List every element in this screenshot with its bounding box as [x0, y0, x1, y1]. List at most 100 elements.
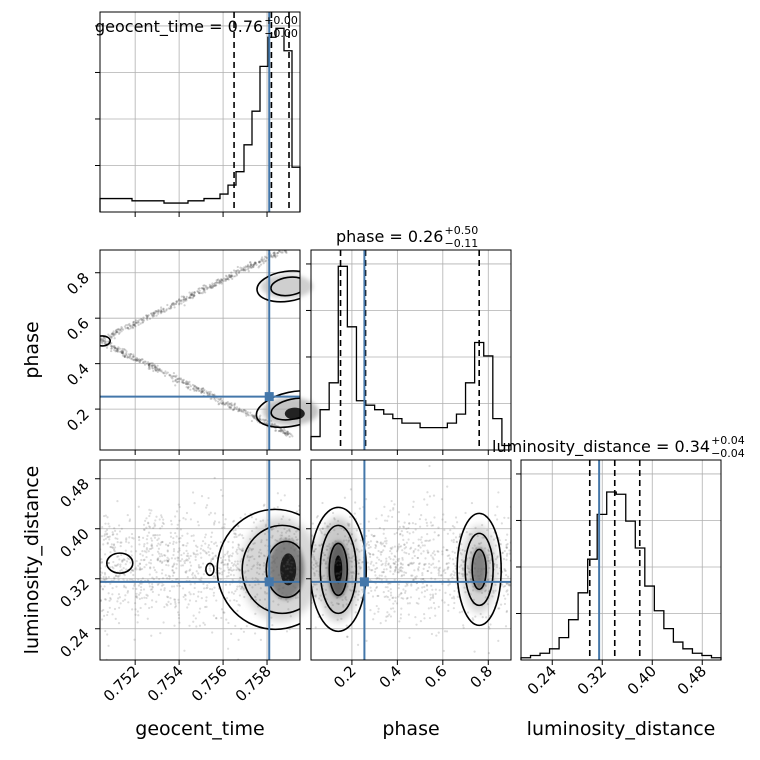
sample-point	[458, 533, 462, 536]
sample-point	[138, 358, 141, 361]
sample-point	[277, 596, 281, 600]
sample-point	[264, 592, 267, 595]
sample-point	[466, 611, 470, 614]
y-axis-label-phase: phase	[21, 321, 43, 378]
sample-point	[218, 280, 221, 283]
sample-point	[502, 594, 505, 597]
sample-point	[504, 569, 507, 572]
sample-point	[201, 287, 204, 290]
sample-point	[214, 571, 217, 574]
sample-point	[217, 281, 221, 284]
sample-point	[313, 558, 316, 561]
sample-point	[314, 547, 318, 551]
contour-ring	[328, 542, 349, 597]
sample-point	[421, 577, 425, 581]
sample-point	[234, 560, 237, 563]
sample-point	[129, 353, 132, 356]
sample-point	[279, 250, 282, 253]
sample-point	[292, 245, 294, 247]
x-tick-label-geocent_time: 0.758	[232, 662, 275, 705]
sample-point	[358, 550, 361, 553]
sample-point	[151, 364, 154, 367]
sample-point	[143, 543, 146, 546]
sample-point	[345, 603, 348, 606]
sample-point	[140, 558, 143, 562]
sample-point	[139, 568, 142, 571]
sample-point	[126, 591, 129, 594]
sample-point	[244, 576, 247, 579]
sample-point	[252, 564, 256, 567]
sample-point	[138, 543, 141, 546]
sample-point	[174, 303, 177, 306]
sample-point	[228, 599, 232, 602]
sample-point	[208, 564, 211, 567]
sample-point	[200, 391, 203, 394]
sample-point	[451, 558, 455, 561]
sample-point	[279, 538, 282, 541]
sample-point	[205, 605, 208, 608]
sample-point	[208, 553, 211, 557]
sample-point	[204, 286, 207, 289]
sample-point	[243, 587, 246, 590]
sample-point	[149, 588, 153, 591]
sample-point	[319, 544, 322, 547]
sample-point	[382, 568, 386, 571]
sample-point	[446, 554, 449, 557]
sample-point	[138, 597, 141, 600]
sample-point	[262, 564, 265, 567]
sample-point	[283, 250, 286, 253]
sample-point	[185, 299, 188, 302]
sample-point	[505, 573, 508, 577]
sample-point	[396, 571, 399, 574]
sample-point	[158, 367, 161, 370]
sample-point	[239, 266, 242, 269]
sample-point	[262, 260, 265, 263]
sample-point	[457, 572, 460, 575]
sample-point	[113, 607, 117, 611]
sample-point	[151, 315, 155, 318]
sample-point	[228, 559, 231, 563]
sample-point	[228, 583, 232, 586]
sample-point	[422, 577, 425, 581]
sample-point	[102, 608, 105, 612]
sample-point	[279, 597, 283, 600]
sample-point	[155, 571, 158, 574]
sample-point	[152, 566, 155, 569]
histogram-phase	[310, 265, 512, 450]
sample-point	[430, 524, 433, 527]
sample-point	[177, 299, 180, 302]
sample-point	[473, 566, 476, 570]
sample-point	[147, 550, 150, 553]
sample-point	[315, 562, 318, 566]
sample-point	[156, 368, 159, 371]
sample-point	[447, 566, 450, 569]
sample-point	[127, 541, 130, 544]
sample-point	[126, 356, 129, 359]
sample-point	[426, 532, 429, 536]
sample-point	[209, 547, 212, 550]
sample-point	[178, 298, 181, 301]
sample-point	[141, 319, 144, 322]
sample-point	[250, 419, 253, 423]
sample-point	[431, 556, 434, 559]
sample-point	[157, 557, 160, 560]
sample-point	[163, 605, 166, 609]
sample-point	[389, 607, 393, 610]
sample-point	[281, 429, 284, 433]
sample-point	[352, 585, 355, 588]
sample-point	[146, 594, 149, 597]
sample-point	[487, 548, 490, 552]
sample-point	[319, 528, 322, 531]
sample-point	[290, 433, 293, 436]
sample-point	[231, 552, 234, 555]
sample-point	[206, 392, 209, 396]
sample-point	[216, 279, 219, 282]
sample-point	[148, 362, 151, 366]
sample-point	[177, 537, 181, 540]
sample-point	[224, 583, 228, 586]
sample-point	[154, 533, 157, 537]
sample-point	[153, 314, 156, 318]
sample-point	[185, 570, 188, 573]
sample-point	[410, 583, 413, 586]
panel-title-minus-error: −0.00	[264, 27, 298, 40]
